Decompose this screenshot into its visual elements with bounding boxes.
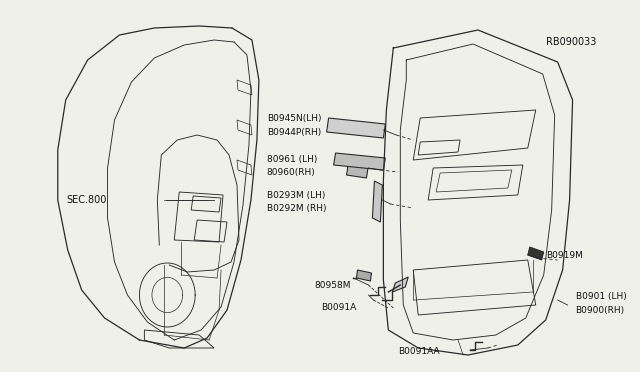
Text: B0091A: B0091A [321,302,356,311]
Polygon shape [346,162,369,178]
Text: B0944P(RH): B0944P(RH) [267,128,321,137]
Text: 80960(RH): 80960(RH) [267,167,316,176]
Polygon shape [356,270,371,281]
Text: B0292M (RH): B0292M (RH) [267,203,326,212]
Text: B0945N(LH): B0945N(LH) [267,113,321,122]
Polygon shape [372,181,382,222]
Text: 80961 (LH): 80961 (LH) [267,154,317,164]
Polygon shape [528,247,544,260]
Text: RB090033: RB090033 [546,37,596,47]
Text: SEC.800: SEC.800 [67,195,107,205]
Text: B0091AA: B0091AA [398,347,440,356]
Polygon shape [333,153,385,170]
Text: B0900(RH): B0900(RH) [575,305,625,314]
Text: 80958M: 80958M [315,280,351,289]
Text: B0919M: B0919M [546,251,582,260]
Text: B0901 (LH): B0901 (LH) [575,292,627,301]
Polygon shape [392,277,408,292]
Text: B0293M (LH): B0293M (LH) [267,190,325,199]
Polygon shape [326,118,385,138]
